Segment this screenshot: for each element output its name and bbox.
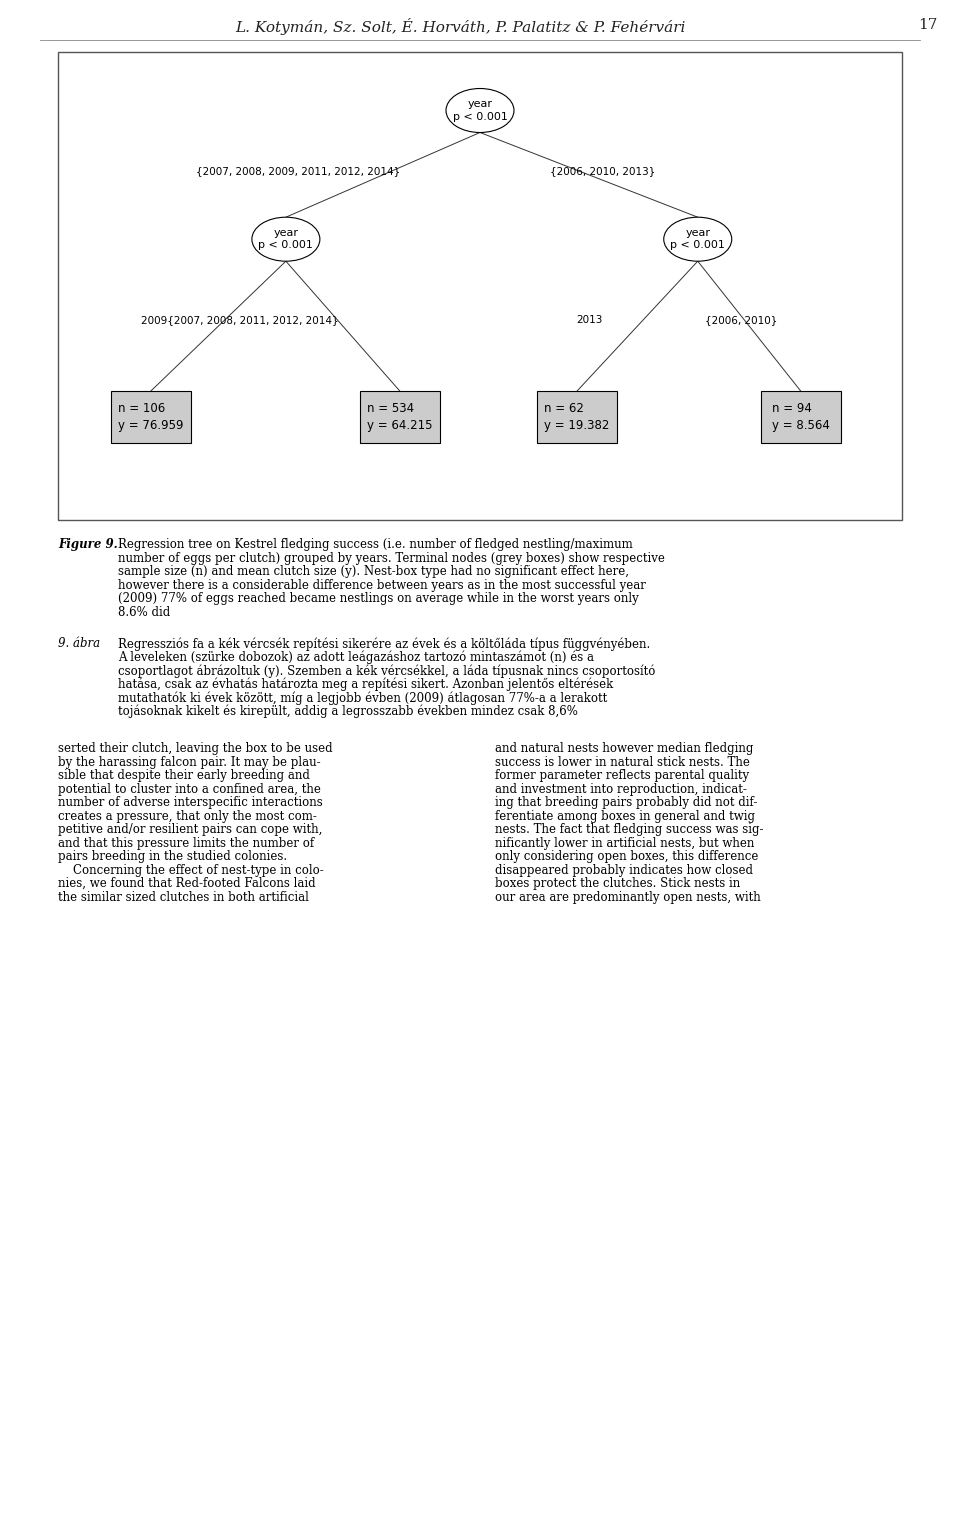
Text: L. Kotymán, Sz. Solt, É. Horváth, P. Palatitz & P. Fehérvári: L. Kotymán, Sz. Solt, É. Horváth, P. Pal…	[235, 18, 685, 35]
Text: nies, we found that Red-footed Falcons laid: nies, we found that Red-footed Falcons l…	[58, 877, 316, 890]
Ellipse shape	[663, 217, 732, 262]
Text: nests. The fact that fledging success was sig-: nests. The fact that fledging success wa…	[495, 823, 763, 835]
Text: hatása, csak az évhatás határozta meg a repítési sikert. Azonban jelentős eltéré: hatása, csak az évhatás határozta meg a …	[118, 678, 613, 692]
Text: ing that breeding pairs probably did not dif-: ing that breeding pairs probably did not…	[495, 796, 757, 809]
Text: 8.6% did: 8.6% did	[118, 606, 170, 618]
Text: Figure 9.: Figure 9.	[58, 539, 118, 551]
Text: serted their clutch, leaving the box to be used: serted their clutch, leaving the box to …	[58, 742, 332, 754]
Text: only considering open boxes, this difference: only considering open boxes, this differ…	[495, 851, 758, 863]
Text: creates a pressure, that only the most com-: creates a pressure, that only the most c…	[58, 809, 317, 823]
Text: csoportlagot ábrázoltuk (y). Szemben a kék vércsékkel, a láda típusnak nincs cso: csoportlagot ábrázoltuk (y). Szemben a k…	[118, 664, 656, 678]
Text: sible that despite their early breeding and: sible that despite their early breeding …	[58, 770, 310, 782]
Text: boxes protect the clutches. Stick nests in: boxes protect the clutches. Stick nests …	[495, 877, 740, 890]
Ellipse shape	[446, 89, 514, 133]
Text: year
p < 0.001: year p < 0.001	[670, 228, 725, 251]
Text: disappeared probably indicates how closed: disappeared probably indicates how close…	[495, 863, 753, 877]
Text: 9. ábra: 9. ábra	[58, 636, 100, 650]
Text: and natural nests however median fledging: and natural nests however median fledgin…	[495, 742, 754, 754]
Text: number of eggs per clutch) grouped by years. Terminal nodes (grey boxes) show re: number of eggs per clutch) grouped by ye…	[118, 551, 665, 565]
Text: and that this pressure limits the number of: and that this pressure limits the number…	[58, 837, 314, 849]
Text: n = 534
y = 64.215: n = 534 y = 64.215	[367, 402, 433, 431]
Bar	[58, 52, 902, 520]
Text: n = 62
y = 19.382: n = 62 y = 19.382	[544, 402, 610, 431]
Text: Concerning the effect of nest-type in colo-: Concerning the effect of nest-type in co…	[58, 863, 324, 877]
Text: year
p < 0.001: year p < 0.001	[452, 99, 508, 122]
Text: mutathatók ki évek között, míg a legjobb évben (2009) átlagosan 77%-a a lerakott: mutathatók ki évek között, míg a legjobb…	[118, 692, 608, 704]
Text: n = 94
y = 8.564: n = 94 y = 8.564	[772, 402, 829, 431]
FancyBboxPatch shape	[110, 392, 191, 444]
Text: 17: 17	[919, 18, 938, 32]
Text: number of adverse interspecific interactions: number of adverse interspecific interact…	[58, 796, 323, 809]
Text: year
p < 0.001: year p < 0.001	[258, 228, 313, 251]
FancyBboxPatch shape	[537, 392, 617, 444]
Text: Regressziós fa a kék vércsék repítési sikerére az évek és a költőláda típus függ: Regressziós fa a kék vércsék repítési si…	[118, 636, 650, 650]
Text: {2007, 2008, 2009, 2011, 2012, 2014}: {2007, 2008, 2009, 2011, 2012, 2014}	[197, 167, 400, 176]
Text: tojásoknak kikelt és kirepült, addig a legrosszabb években mindez csak 8,6%: tojásoknak kikelt és kirepült, addig a l…	[118, 704, 578, 718]
Text: our area are predominantly open nests, with: our area are predominantly open nests, w…	[495, 890, 760, 904]
FancyBboxPatch shape	[360, 392, 440, 444]
Text: petitive and/or resilient pairs can cope with,: petitive and/or resilient pairs can cope…	[58, 823, 323, 835]
Text: the similar sized clutches in both artificial: the similar sized clutches in both artif…	[58, 890, 309, 904]
Ellipse shape	[252, 217, 320, 262]
Text: {2006, 2010, 2013}: {2006, 2010, 2013}	[550, 167, 655, 176]
Text: and investment into reproduction, indicat-: and investment into reproduction, indica…	[495, 782, 747, 796]
Text: however there is a considerable difference between years as in the most successf: however there is a considerable differen…	[118, 578, 646, 592]
Text: former parameter reflects parental quality: former parameter reflects parental quali…	[495, 770, 749, 782]
Text: sample size (n) and mean clutch size (y). Nest-box type had no significant effec: sample size (n) and mean clutch size (y)…	[118, 565, 629, 578]
Text: ferentiate among boxes in general and twig: ferentiate among boxes in general and tw…	[495, 809, 755, 823]
FancyBboxPatch shape	[760, 392, 841, 444]
Text: (2009) 77% of eggs reached became nestlings on average while in the worst years : (2009) 77% of eggs reached became nestli…	[118, 592, 638, 604]
Text: nificantly lower in artificial nests, but when: nificantly lower in artificial nests, bu…	[495, 837, 755, 849]
Text: n = 106
y = 76.959: n = 106 y = 76.959	[118, 402, 183, 431]
Text: pairs breeding in the studied colonies.: pairs breeding in the studied colonies.	[58, 851, 287, 863]
Text: potential to cluster into a confined area, the: potential to cluster into a confined are…	[58, 782, 321, 796]
Text: Regression tree on Kestrel fledging success (i.e. number of fledged nestling/max: Regression tree on Kestrel fledging succ…	[118, 539, 633, 551]
Text: 2009{2007, 2008, 2011, 2012, 2014}: 2009{2007, 2008, 2011, 2012, 2014}	[141, 315, 338, 324]
Text: by the harassing falcon pair. It may be plau-: by the harassing falcon pair. It may be …	[58, 756, 321, 768]
Text: success is lower in natural stick nests. The: success is lower in natural stick nests.…	[495, 756, 750, 768]
Text: 2013: 2013	[577, 315, 603, 324]
Text: {2006, 2010}: {2006, 2010}	[706, 315, 778, 324]
Text: A leveleken (szürke dobozok) az adott leágazáshoz tartozó mintaszámot (n) és a: A leveleken (szürke dobozok) az adott le…	[118, 650, 594, 664]
